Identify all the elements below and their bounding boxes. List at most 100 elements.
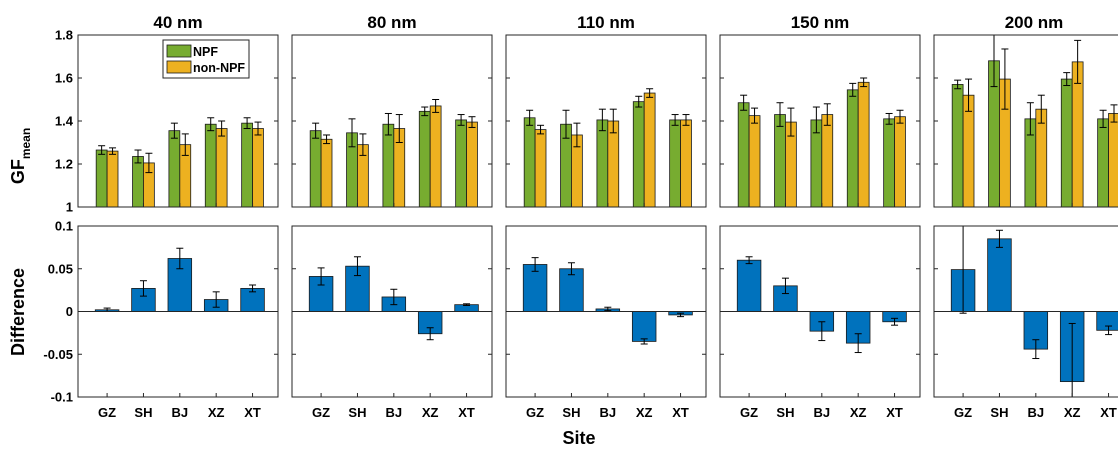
bar-npf-XT [456, 120, 467, 207]
y-tick-label: 1 [66, 200, 73, 215]
x-tick-label-GZ: GZ [526, 405, 544, 420]
bar-non-npf-XZ [644, 93, 655, 207]
x-tick-label-GZ: GZ [954, 405, 972, 420]
bar-non-npf-GZ [107, 151, 118, 207]
x-tick-label-BJ: BJ [386, 405, 403, 420]
difference-panel-80-nm: GZ SH BJ XZ XT [292, 226, 492, 420]
bar-difference-SH [988, 239, 1012, 312]
difference-panel-40-nm: -0.1 -0.05 0 0.05 0.1 GZ SH BJ XZ XT [43, 219, 278, 421]
y-tick-label: 0 [66, 304, 73, 319]
bars-group [737, 257, 906, 353]
x-tick-label-SH: SH [990, 405, 1008, 420]
y-tick-label: 1.6 [55, 71, 73, 86]
y-tick-label: 1.8 [55, 28, 73, 43]
bars-group [738, 78, 905, 207]
bar-non-npf-XT [253, 129, 264, 207]
bar-npf-XZ [633, 102, 644, 207]
legend-label-npf: NPF [193, 45, 218, 59]
x-tick-label-SH: SH [348, 405, 366, 420]
x-tick-label-GZ: GZ [98, 405, 116, 420]
top-y-axis-label: GFmean [8, 128, 33, 184]
top-y-axis-label-main: GF [8, 159, 28, 184]
x-tick-label-XZ: XZ [208, 405, 225, 420]
x-tick-label-SH: SH [134, 405, 152, 420]
bars-group [952, 35, 1118, 207]
bar-npf-XT [1098, 119, 1109, 207]
bar-non-npf-XZ [430, 106, 441, 207]
bar-non-npf-GZ [321, 139, 332, 207]
bar-non-npf-BJ [822, 115, 833, 207]
panel-title: 110 nm [577, 13, 635, 32]
x-tick-label-BJ: BJ [600, 405, 617, 420]
bar-npf-SH [133, 156, 144, 207]
y-tick-label: 1.4 [55, 114, 74, 129]
bar-npf-GZ [524, 118, 535, 207]
gf-panel-110-nm: 110 nm [506, 13, 706, 207]
bar-difference-XT [1097, 312, 1118, 331]
x-tick-label-XZ: XZ [422, 405, 439, 420]
x-axis-label: Site [562, 428, 595, 448]
x-tick-label-XT: XT [1100, 405, 1117, 420]
bar-non-npf-XT [681, 120, 692, 207]
x-tick-label-XT: XT [458, 405, 475, 420]
bar-npf-BJ [597, 120, 608, 207]
bars-group [310, 100, 477, 208]
bar-npf-XZ [419, 111, 430, 207]
x-tick-label-XZ: XZ [1064, 405, 1081, 420]
bar-npf-GZ [96, 150, 107, 207]
bar-npf-SH [775, 115, 786, 207]
x-tick-label-XZ: XZ [850, 405, 867, 420]
bar-npf-BJ [383, 124, 394, 207]
bar-npf-BJ [169, 131, 180, 207]
bar-non-npf-XT [467, 122, 478, 207]
bar-difference-XZ [632, 312, 656, 342]
difference-panel-110-nm: GZ SH BJ XZ XT [506, 226, 706, 420]
x-tick-label-BJ: BJ [814, 405, 831, 420]
bars-group [309, 257, 478, 340]
legend-swatch-npf [167, 45, 191, 57]
bar-difference-GZ [737, 260, 761, 311]
difference-panel-150-nm: GZ SH BJ XZ XT [720, 226, 920, 420]
gf-panel-80-nm: 80 nm [292, 13, 492, 207]
bar-npf-XZ [205, 124, 216, 207]
gf-panel-150-nm: 150 nm [720, 13, 920, 207]
bar-npf-GZ [952, 84, 963, 207]
legend-label-non-npf: non-NPF [193, 61, 245, 75]
bar-npf-XT [670, 120, 681, 207]
bar-npf-XZ [1061, 79, 1072, 207]
x-tick-label-GZ: GZ [740, 405, 758, 420]
bar-npf-GZ [738, 103, 749, 207]
bars-group [524, 89, 691, 207]
legend-swatch-non-npf [167, 61, 191, 73]
bottom-y-axis-label: Difference [8, 268, 28, 356]
bar-non-npf-XZ [216, 129, 227, 207]
y-tick-label: -0.05 [43, 347, 73, 362]
bar-npf-XZ [847, 90, 858, 207]
bar-npf-XT [884, 119, 895, 207]
panel-title: 150 nm [791, 13, 850, 32]
x-tick-label-SH: SH [776, 405, 794, 420]
legend: NPF non-NPF [163, 40, 249, 78]
plot-panels: 11.21.41.61.840 nm-0.1-0.0500.050.1GZ SH B… [43, 13, 1118, 440]
x-tick-label-SH: SH [562, 405, 580, 420]
x-tick-label-XT: XT [672, 405, 689, 420]
bar-non-npf-XT [895, 117, 906, 207]
top-y-axis-label-subscript: mean [19, 128, 33, 159]
bar-npf-XT [242, 123, 253, 207]
x-tick-label-BJ: BJ [172, 405, 189, 420]
bars-group [96, 118, 263, 207]
bar-npf-GZ [310, 131, 321, 207]
y-tick-label: -0.1 [51, 390, 73, 405]
panel-title: 80 nm [367, 13, 416, 32]
bar-non-npf-BJ [1036, 109, 1047, 207]
x-tick-label-BJ: BJ [1028, 405, 1045, 420]
bar-non-npf-XZ [858, 82, 869, 207]
bar-non-npf-GZ [535, 130, 546, 207]
x-tick-label-XT: XT [886, 405, 903, 420]
x-tick-label-XT: XT [244, 405, 261, 420]
gf-panel-200-nm: 200 nm [934, 13, 1118, 207]
x-tick-label-XZ: XZ [636, 405, 653, 420]
bar-non-npf-GZ [749, 116, 760, 207]
bar-non-npf-XT [1109, 113, 1118, 207]
